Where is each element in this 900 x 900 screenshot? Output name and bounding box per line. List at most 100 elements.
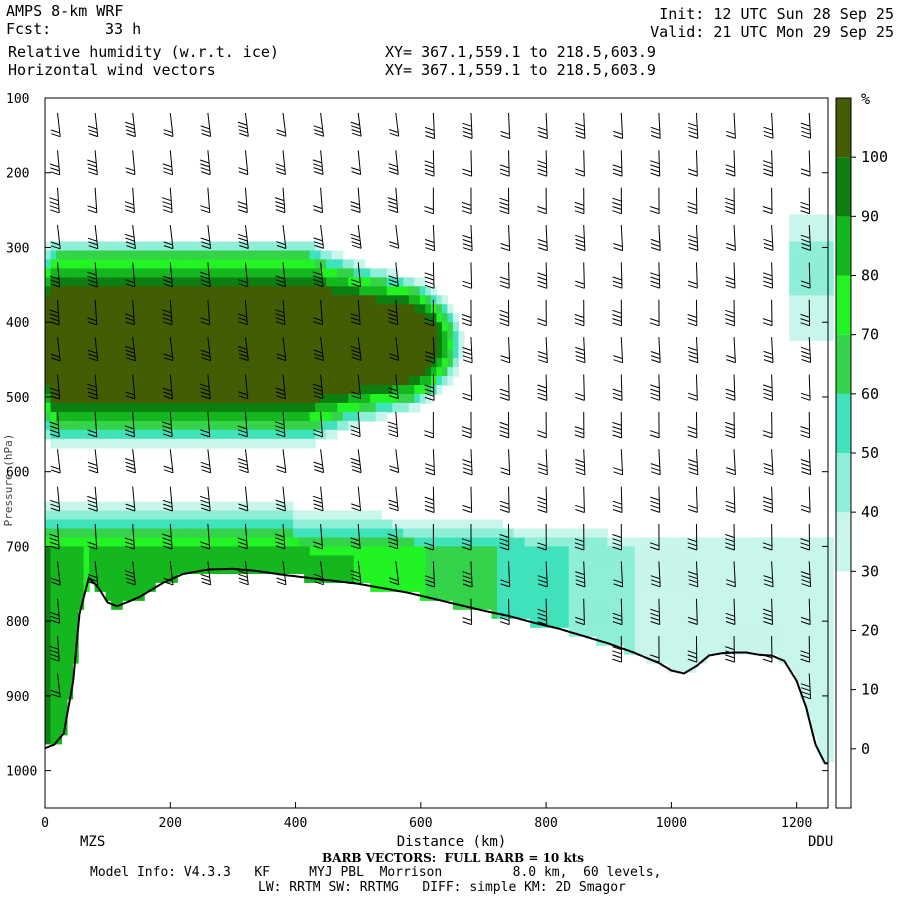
- rh-cell: [177, 376, 184, 386]
- rh-cell: [331, 420, 338, 431]
- rh-cell: [458, 564, 465, 574]
- rh-cell: [50, 304, 57, 314]
- rh-cell: [304, 259, 311, 269]
- rh-cell: [232, 501, 239, 512]
- y-tick-label: 900: [6, 690, 29, 705]
- rh-cell: [673, 573, 680, 583]
- rh-cell: [739, 537, 746, 548]
- wind-barb: [575, 337, 586, 364]
- rh-cell: [761, 636, 768, 646]
- rh-cell: [723, 618, 730, 628]
- rh-cell: [144, 394, 151, 404]
- rh-cell: [419, 340, 426, 350]
- rh-cell: [276, 331, 283, 341]
- rh-cell: [72, 429, 79, 440]
- barb-feather: [237, 345, 248, 350]
- rh-cell: [348, 322, 355, 332]
- rh-cell: [171, 501, 178, 512]
- rh-cell: [342, 385, 349, 395]
- rh-cell: [260, 394, 267, 404]
- rh-cell: [447, 582, 454, 592]
- rh-cell: [199, 304, 206, 314]
- barb-feather: [612, 621, 623, 626]
- rh-cell: [237, 322, 244, 332]
- barb-feather: [726, 471, 736, 476]
- barb-feather: [276, 395, 286, 400]
- wind-barb: [87, 411, 98, 438]
- rh-cell: [568, 582, 575, 592]
- rh-cell: [535, 573, 542, 583]
- rh-cell: [662, 645, 669, 655]
- rh-cell: [375, 349, 382, 359]
- rh-cell: [304, 420, 311, 431]
- barb-feather: [763, 392, 773, 397]
- barb-feather: [725, 392, 735, 397]
- barb-feather: [162, 309, 172, 314]
- rh-cell: [105, 420, 112, 431]
- rh-cell: [805, 636, 812, 646]
- rh-cell: [601, 600, 608, 610]
- barb-feather: [387, 197, 397, 202]
- rh-cell: [177, 510, 184, 521]
- rh-cell: [750, 636, 757, 646]
- barb-feather: [537, 276, 547, 281]
- rh-cell: [530, 528, 537, 539]
- barb-feather: [87, 271, 97, 276]
- rh-cell: [397, 582, 404, 592]
- barb-feather: [50, 279, 60, 284]
- rh-cell: [282, 250, 289, 261]
- rh-cell: [441, 555, 448, 565]
- wind-barb: [238, 374, 249, 400]
- rh-cell: [276, 528, 283, 539]
- rh-cell: [403, 555, 410, 565]
- barb-feather: [50, 503, 60, 508]
- barb-feather: [351, 171, 361, 175]
- rh-cell: [381, 546, 388, 556]
- rh-cell: [701, 627, 708, 637]
- rh-cell: [397, 546, 404, 556]
- rh-cell: [265, 385, 272, 395]
- rh-cell: [105, 376, 112, 386]
- barb-feather: [424, 172, 435, 177]
- rh-cell: [689, 636, 696, 646]
- rh-cell: [133, 268, 140, 278]
- barb-feather: [200, 503, 210, 508]
- rh-cell: [243, 358, 250, 368]
- rh-cell: [651, 537, 658, 548]
- rh-cell: [67, 420, 74, 431]
- rh-cell: [701, 609, 708, 619]
- rh-cell: [739, 609, 746, 619]
- rh-cell: [127, 501, 134, 512]
- rh-cell: [408, 537, 415, 548]
- rh-cell: [612, 555, 619, 565]
- wind-barb: [687, 262, 698, 289]
- rh-cell: [706, 564, 713, 574]
- rh-cell: [127, 402, 134, 413]
- rh-cell: [370, 510, 377, 521]
- rh-cell: [447, 528, 454, 539]
- rh-cell: [155, 322, 162, 332]
- rh-cell: [177, 555, 184, 565]
- rh-cell: [56, 295, 63, 305]
- rh-cell: [78, 286, 85, 296]
- rh-cell: [794, 537, 801, 548]
- rh-cell: [122, 241, 129, 252]
- rh-cell: [772, 591, 779, 601]
- rh-cell: [271, 313, 278, 323]
- rh-cell: [734, 609, 741, 619]
- rh-cell: [491, 555, 498, 565]
- rh-cell: [215, 277, 222, 287]
- rh-cell: [160, 402, 167, 413]
- rh-cell: [210, 510, 217, 521]
- wind-barb: [461, 523, 472, 551]
- rh-cell: [728, 573, 735, 583]
- rh-cell: [122, 591, 129, 601]
- rh-cell: [414, 358, 421, 368]
- rh-cell: [816, 663, 823, 673]
- rh-cell: [414, 304, 421, 314]
- rh-cell: [199, 340, 206, 350]
- rh-cell: [50, 268, 57, 278]
- barb-feather: [726, 355, 736, 359]
- rh-cell: [458, 340, 465, 350]
- barb-feather: [424, 164, 434, 169]
